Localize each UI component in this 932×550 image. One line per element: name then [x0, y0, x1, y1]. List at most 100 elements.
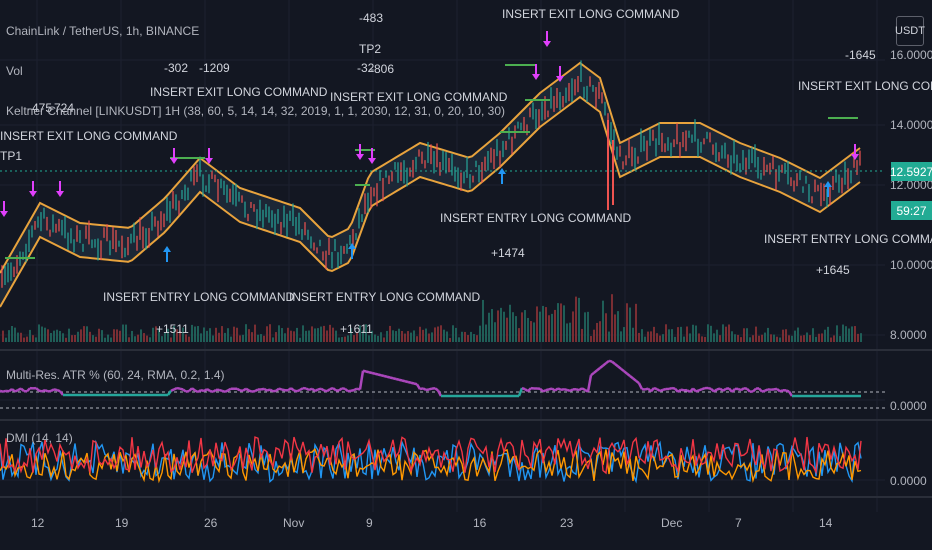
atr-line-segment — [17, 387, 22, 392]
volume-bar — [20, 332, 22, 342]
atr-line-segment — [263, 387, 268, 392]
volume-bar — [752, 335, 754, 342]
volume-bar — [515, 316, 517, 342]
volume-bar — [782, 329, 784, 342]
volume-bar — [749, 337, 751, 342]
volume-bar — [650, 331, 652, 342]
atr-legend[interactable]: Multi-Res. ATR % (60, 24, RMA, 0.2, 1.4) — [6, 368, 225, 382]
volume-bar — [371, 330, 373, 342]
atr-line-segment — [299, 387, 304, 392]
atr-line-segment — [586, 374, 593, 392]
atr-line-segment — [14, 388, 19, 393]
volume-bar — [398, 328, 400, 342]
atr-line-segment — [710, 387, 715, 393]
atr-line-segment — [566, 388, 571, 393]
atr-line-segment — [371, 371, 376, 375]
volume-bar — [383, 337, 385, 342]
volume-bar — [560, 303, 562, 342]
volume-bar — [716, 329, 718, 342]
volume-bar — [851, 326, 853, 342]
time-axis-tick: 16 — [473, 516, 487, 530]
dmi-legend[interactable]: DMI (14, 14) — [6, 431, 73, 445]
volume-bar — [809, 335, 811, 342]
atr-line-segment — [623, 370, 628, 375]
volume-bar — [632, 327, 634, 342]
atr-line-segment — [752, 387, 757, 393]
volume-bar — [80, 329, 82, 342]
volume-bar — [53, 330, 55, 342]
volume-bar — [767, 327, 769, 342]
atr-line-segment — [395, 377, 400, 381]
trade-loss-label: -1645 — [845, 48, 876, 62]
volume-bar — [794, 330, 796, 342]
entry-marker-head — [163, 246, 171, 252]
atr-line-segment — [173, 386, 178, 391]
volume-bar — [170, 337, 172, 342]
volume-bar — [500, 307, 502, 342]
volume-bar — [761, 334, 763, 342]
currency-button[interactable]: USDT — [895, 16, 925, 46]
volume-bar — [599, 321, 601, 342]
volume-bar — [695, 325, 697, 342]
volume-bar — [311, 326, 313, 342]
volume-bar — [254, 324, 256, 342]
atr-line-segment — [206, 388, 211, 392]
volume-bar — [614, 314, 616, 342]
volume-bar — [35, 337, 37, 342]
volume-bar — [263, 335, 265, 342]
time-axis-tick: 9 — [366, 516, 373, 530]
volume-bar — [590, 336, 592, 342]
volume-bar — [197, 326, 199, 342]
atr-line-segment — [212, 388, 217, 393]
volume-bar — [572, 311, 574, 342]
volume-bar — [332, 327, 334, 342]
atr-line-segment — [692, 387, 697, 393]
entry-marker-head — [824, 181, 832, 187]
volume-bar — [50, 332, 52, 342]
volume-bar — [836, 325, 838, 342]
volume-bar — [47, 329, 49, 342]
keltner-lower-band — [0, 95, 861, 308]
volume-bar — [353, 335, 355, 342]
atr-line-segment — [350, 388, 355, 392]
volume-bar — [578, 297, 580, 342]
price-axis-tick: 12.0000 — [890, 178, 932, 192]
volume-bar — [467, 335, 469, 342]
time-axis-tick: 26 — [204, 516, 218, 530]
time-axis-tick: 12 — [31, 516, 45, 530]
volume-bar — [725, 326, 727, 342]
volume-legend[interactable]: Vol — [6, 64, 23, 78]
atr-line-segment — [287, 387, 292, 392]
volume-bar — [854, 326, 856, 342]
atr-line-segment — [620, 367, 625, 373]
keltner-legend[interactable]: Keltner Channel [LINKUSDT] 1H (38, 60, 5… — [6, 104, 505, 118]
volume-bar — [260, 334, 262, 342]
volume-bar — [278, 325, 280, 342]
atr-line-segment — [329, 386, 334, 391]
atr-axis-tick: 0.0000 — [890, 399, 927, 413]
atr-line-segment — [11, 388, 16, 393]
atr-line-segment — [617, 365, 622, 370]
volume-bar — [731, 331, 733, 342]
atr-line-segment — [668, 386, 673, 391]
atr-line-segment — [695, 389, 700, 393]
atr-line-segment — [203, 388, 208, 393]
symbol-title[interactable]: ChainLink / TetherUS, 1h, BINANCE — [6, 24, 200, 38]
volume-bar — [164, 332, 166, 342]
volume-bar — [497, 310, 499, 342]
volume-bar — [143, 333, 145, 342]
volume-bar — [779, 337, 781, 342]
volume-bar — [71, 335, 73, 342]
volume-bar — [524, 310, 526, 342]
entry-marker-head — [348, 243, 356, 249]
volume-bar — [281, 328, 283, 342]
atr-line-segment — [344, 387, 349, 393]
volume-bar — [101, 330, 103, 342]
volume-bar — [698, 333, 700, 342]
volume-bar — [662, 334, 664, 342]
entry-command-label: INSERT ENTRY LONG COMMAND — [764, 232, 932, 246]
volume-bar — [341, 337, 343, 342]
volume-bar — [161, 336, 163, 342]
